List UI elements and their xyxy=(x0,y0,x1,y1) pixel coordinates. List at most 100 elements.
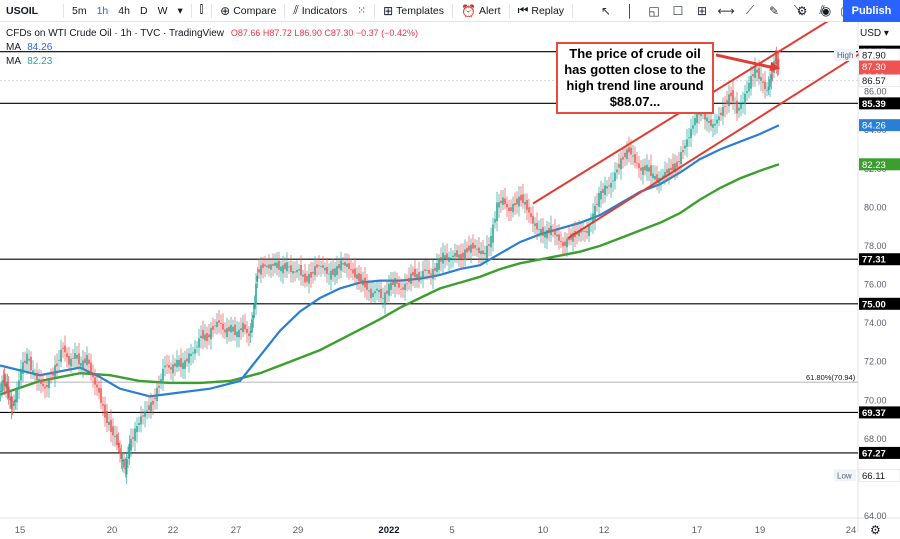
ma-slow-layer xyxy=(0,163,780,396)
snapshot-camera-icon[interactable]: ◉ xyxy=(820,4,832,18)
indicators-extra-button[interactable]: ⁙ xyxy=(357,4,367,17)
candle-body xyxy=(252,314,255,319)
symbol-search[interactable]: USOIL xyxy=(6,4,39,17)
rectangle-icon[interactable]: ☐ xyxy=(672,3,684,18)
legend-ohlc: O87.66 H87.72 L86.90 C87.30 −0.37 (−0.42… xyxy=(230,28,418,38)
candle-body xyxy=(146,410,148,412)
candle-body xyxy=(186,358,188,362)
callout-icon[interactable]: ◱ xyxy=(648,3,660,18)
vertical-line-icon[interactable]: │ xyxy=(626,3,634,18)
trend-line-icon[interactable]: ⟋ xyxy=(745,3,755,17)
candle-body xyxy=(526,199,528,210)
level-tag xyxy=(859,253,900,266)
ray-icon[interactable]: ⟍ xyxy=(793,3,803,17)
candle-body xyxy=(94,377,96,385)
x-tick-label: 15 xyxy=(15,525,26,536)
candle-body xyxy=(556,234,558,237)
interval-1h[interactable]: 1h xyxy=(96,4,109,17)
indicators-icon: ⫽ xyxy=(293,3,299,17)
candle-body xyxy=(374,291,376,294)
candle-body xyxy=(138,423,140,425)
interval-4h[interactable]: 4h xyxy=(118,4,130,17)
candle-body xyxy=(158,385,160,388)
interval-dropdown[interactable]: ▾ xyxy=(177,4,183,17)
candle-body xyxy=(188,353,190,364)
candle-body xyxy=(34,374,36,376)
candle-body xyxy=(710,119,712,127)
chart-type-button[interactable]: ⫿ xyxy=(199,4,204,16)
candle-body xyxy=(470,244,472,253)
candle-body xyxy=(528,207,530,213)
candle-body xyxy=(460,253,462,259)
candle-body xyxy=(338,264,340,269)
candle-body xyxy=(6,382,9,394)
toolbar-right-icons: ⚙ ◉ xyxy=(790,0,838,22)
candle-body xyxy=(240,328,242,331)
candle-body xyxy=(124,468,127,469)
candle-body xyxy=(510,207,512,211)
y-tick-label: 70.00 xyxy=(864,395,887,405)
candle-body xyxy=(482,250,484,255)
candle-body xyxy=(500,200,502,204)
indicators-button[interactable]: ⫽ Indicators xyxy=(288,0,352,22)
price-tag-label: 86.57 xyxy=(862,76,886,87)
candle-body xyxy=(152,400,154,405)
candle-body xyxy=(116,434,118,446)
candle-body xyxy=(696,112,698,124)
compare-button[interactable]: ⊕ Compare xyxy=(215,0,281,22)
candle-body xyxy=(9,398,11,401)
parallel-channel-icon[interactable]: ⫽ xyxy=(819,3,825,17)
candle-body xyxy=(524,201,526,205)
price-tag xyxy=(858,469,900,482)
candle-body xyxy=(384,292,386,305)
alert-button[interactable]: ⏰ Alert xyxy=(456,0,506,22)
currency-selector[interactable]: USD ▾ xyxy=(860,28,889,39)
publish-button[interactable]: Publish xyxy=(843,0,900,22)
candle-body xyxy=(598,192,600,207)
legend-ma-fast[interactable]: MA 84.26 xyxy=(6,41,418,55)
candle-body xyxy=(200,335,202,338)
grid xyxy=(0,22,900,532)
candle-body xyxy=(504,198,506,205)
candle-body xyxy=(354,268,356,278)
candle-body xyxy=(464,249,466,260)
candle-body xyxy=(412,271,414,276)
horizontal-line-icon[interactable]: ⟷ xyxy=(717,3,735,18)
extreme-badge xyxy=(834,48,856,61)
extreme-badge xyxy=(834,469,856,482)
interval-d[interactable]: D xyxy=(139,4,148,17)
candle-body xyxy=(452,255,454,258)
candle-body xyxy=(676,161,678,168)
candle-body xyxy=(724,106,726,107)
legend-ma-slow[interactable]: MA 82.23 xyxy=(6,55,418,69)
price-chart[interactable]: 61.80%(70.94) 88.0086.0084.0082.0080.007… xyxy=(0,22,900,539)
candle-body xyxy=(506,203,508,208)
candle-body xyxy=(312,271,314,274)
candle-body xyxy=(106,410,108,424)
interval-w[interactable]: W xyxy=(157,4,168,17)
x-tick-label: 5 xyxy=(449,525,454,536)
candle-body xyxy=(256,275,259,282)
templates-button[interactable]: ⊞ Templates xyxy=(378,0,449,22)
candle-body xyxy=(11,404,14,406)
candle-body xyxy=(512,203,514,213)
settings-gear-icon[interactable]: ⚙ xyxy=(796,4,808,18)
candle-body xyxy=(424,269,426,271)
candle-body xyxy=(604,185,606,195)
annotation-callout[interactable]: The price of crude oil has gotten close … xyxy=(556,42,714,114)
candle-body xyxy=(454,253,456,257)
candle-body xyxy=(568,237,570,241)
candle-body xyxy=(80,363,82,366)
replay-button[interactable]: ⏮ Replay xyxy=(513,0,570,22)
cursor-icon[interactable]: ↖ xyxy=(601,3,612,18)
candle-body xyxy=(546,229,548,239)
interval-5m[interactable]: 5m xyxy=(72,4,87,17)
toolbar-divider xyxy=(284,3,286,18)
level-tag-label: 85.39 xyxy=(862,99,886,110)
fib-grid-icon[interactable]: ⊞ xyxy=(697,3,708,18)
toolbar-divider xyxy=(374,3,376,18)
candle-body xyxy=(176,359,178,368)
y-tick-label: 78.00 xyxy=(864,241,887,251)
candle-body xyxy=(148,405,150,411)
brush-icon[interactable]: ✎ xyxy=(769,3,780,18)
